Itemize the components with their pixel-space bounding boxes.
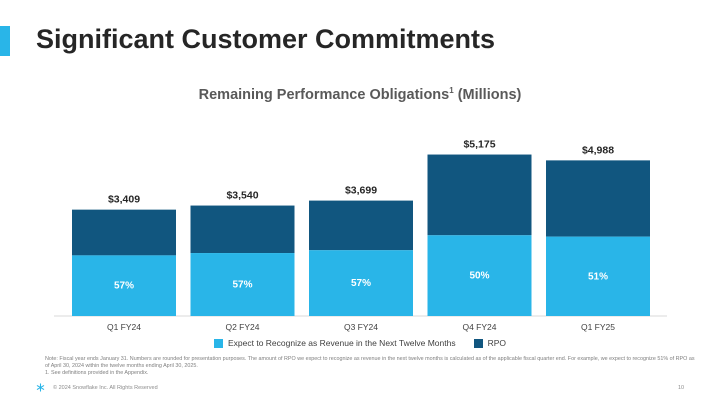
footnotes: Note: Fiscal year ends January 31. Numbe…: [45, 356, 695, 377]
chart-title-text: Remaining Performance Obligations: [198, 87, 450, 103]
legend-item-rpo: RPO: [473, 338, 506, 348]
bar-next-twelve-months-q4-fy24: [427, 235, 532, 316]
x-tick-label-q3-fy24: Q3 FY24: [344, 322, 378, 332]
x-tick-label-q4-fy24: Q4 FY24: [462, 322, 496, 332]
bar-next-twelve-months-q1-fy24: [72, 255, 176, 316]
pct-label-q4-fy24: 50%: [469, 271, 489, 282]
legend-swatch-next-twelve-months: [213, 338, 223, 348]
legend-item-next-twelve-months: Expect to Recognize as Revenue in the Ne…: [213, 338, 456, 348]
bar-next-twelve-months-q2-fy24: [190, 253, 295, 316]
total-label-q3-fy24: $3,699: [345, 185, 377, 197]
bar-rpo-q1-fy25: [546, 160, 650, 237]
footnote-definitions: 1. See definitions provided in the Appen…: [45, 370, 149, 376]
x-tick-label-q1-fy25: Q1 FY25: [581, 322, 615, 332]
bar-rpo-q4-fy24: [427, 154, 532, 236]
pct-label-q2-fy24: 57%: [232, 280, 252, 291]
bar-rpo-q3-fy24: [309, 200, 413, 251]
total-label-q1-fy25: $4,988: [582, 144, 614, 156]
page-number: 10: [678, 385, 685, 391]
title-accent-bar: [0, 26, 10, 56]
bar-next-twelve-months-q1-fy25: [546, 236, 650, 316]
total-label-q1-fy24: $3,409: [108, 194, 140, 206]
footer: © 2024 Snowflake Inc. All Rights Reserve…: [36, 383, 686, 392]
pct-label-q1-fy24: 57%: [114, 281, 134, 292]
total-label-q4-fy24: $5,175: [463, 139, 495, 151]
legend-label-rpo: RPO: [487, 338, 506, 348]
footnote-note: Note: Fiscal year ends January 31. Numbe…: [45, 356, 695, 369]
bar-rpo-q2-fy24: [190, 205, 295, 254]
snowflake-icon: [36, 383, 45, 392]
bar-rpo-q1-fy24: [72, 209, 176, 256]
bar-next-twelve-months-q3-fy24: [309, 250, 413, 316]
legend-swatch-rpo: [473, 338, 483, 348]
total-label-q2-fy24: $3,540: [226, 190, 258, 202]
rpo-stacked-bar-chart: 57% $3,409 Q1 FY24 57% $3,540 Q2 FY24 57% $3,69…: [54, 139, 667, 332]
pct-label-q3-fy24: 57%: [351, 278, 371, 289]
chart-title-superscript: 1: [449, 86, 454, 96]
chart-title-units: (Millions): [457, 87, 522, 103]
x-tick-label-q1-fy24: Q1 FY24: [107, 322, 141, 332]
chart-title: Remaining Performance Obligations1 (Mill…: [0, 87, 720, 103]
x-tick-label-q2-fy24: Q2 FY24: [225, 322, 259, 332]
legend-label-next-twelve-months: Expect to Recognize as Revenue in the Ne…: [227, 338, 456, 348]
chart-legend: Expect to Recognize as Revenue in the Ne…: [0, 338, 720, 348]
copyright-text: © 2024 Snowflake Inc. All Rights Reserve…: [53, 384, 158, 391]
pct-label-q1-fy25: 51%: [588, 271, 608, 282]
slide-title: Significant Customer Commitments: [36, 24, 496, 54]
